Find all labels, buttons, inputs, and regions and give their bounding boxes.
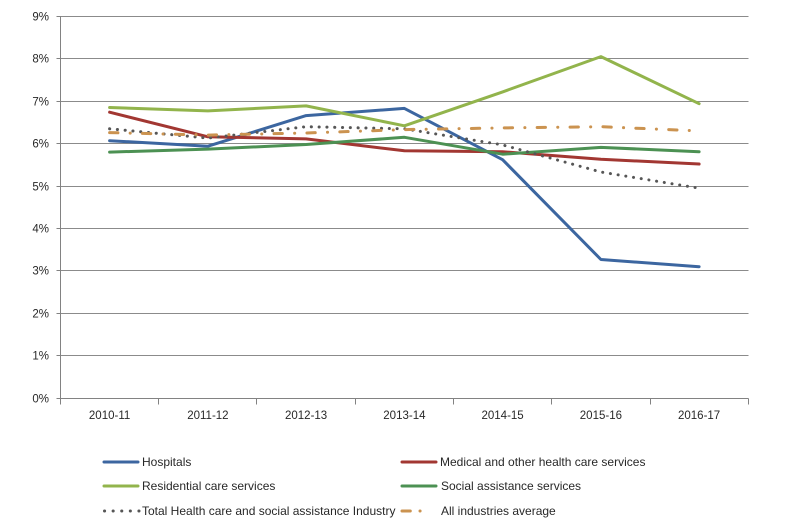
- svg-text:2011-12: 2011-12: [187, 410, 228, 422]
- svg-text:Medical and other health care: Medical and other health care services: [440, 455, 645, 469]
- svg-text:2013-14: 2013-14: [383, 410, 426, 422]
- svg-text:2014-15: 2014-15: [481, 410, 523, 422]
- svg-text:8%: 8%: [32, 54, 49, 66]
- svg-text:2010-11: 2010-11: [89, 410, 130, 422]
- svg-text:Residential care services: Residential care services: [142, 479, 275, 493]
- svg-text:Total Health care and social a: Total Health care and social assistance …: [142, 504, 395, 518]
- svg-text:Social assistance services: Social assistance services: [441, 479, 581, 493]
- svg-text:Hospitals: Hospitals: [142, 455, 191, 469]
- svg-text:2012-13: 2012-13: [285, 410, 327, 422]
- svg-text:0%: 0%: [32, 394, 49, 406]
- svg-text:5%: 5%: [32, 182, 49, 194]
- svg-text:6%: 6%: [32, 139, 49, 151]
- svg-text:2016-17: 2016-17: [678, 410, 720, 422]
- svg-text:2%: 2%: [32, 309, 49, 321]
- svg-text:3%: 3%: [32, 266, 49, 278]
- svg-text:2015-16: 2015-16: [580, 410, 622, 422]
- svg-text:1%: 1%: [32, 351, 49, 363]
- svg-text:All industries average: All industries average: [441, 504, 556, 518]
- svg-text:4%: 4%: [32, 224, 49, 236]
- svg-text:7%: 7%: [32, 97, 49, 109]
- svg-text:9%: 9%: [32, 12, 49, 24]
